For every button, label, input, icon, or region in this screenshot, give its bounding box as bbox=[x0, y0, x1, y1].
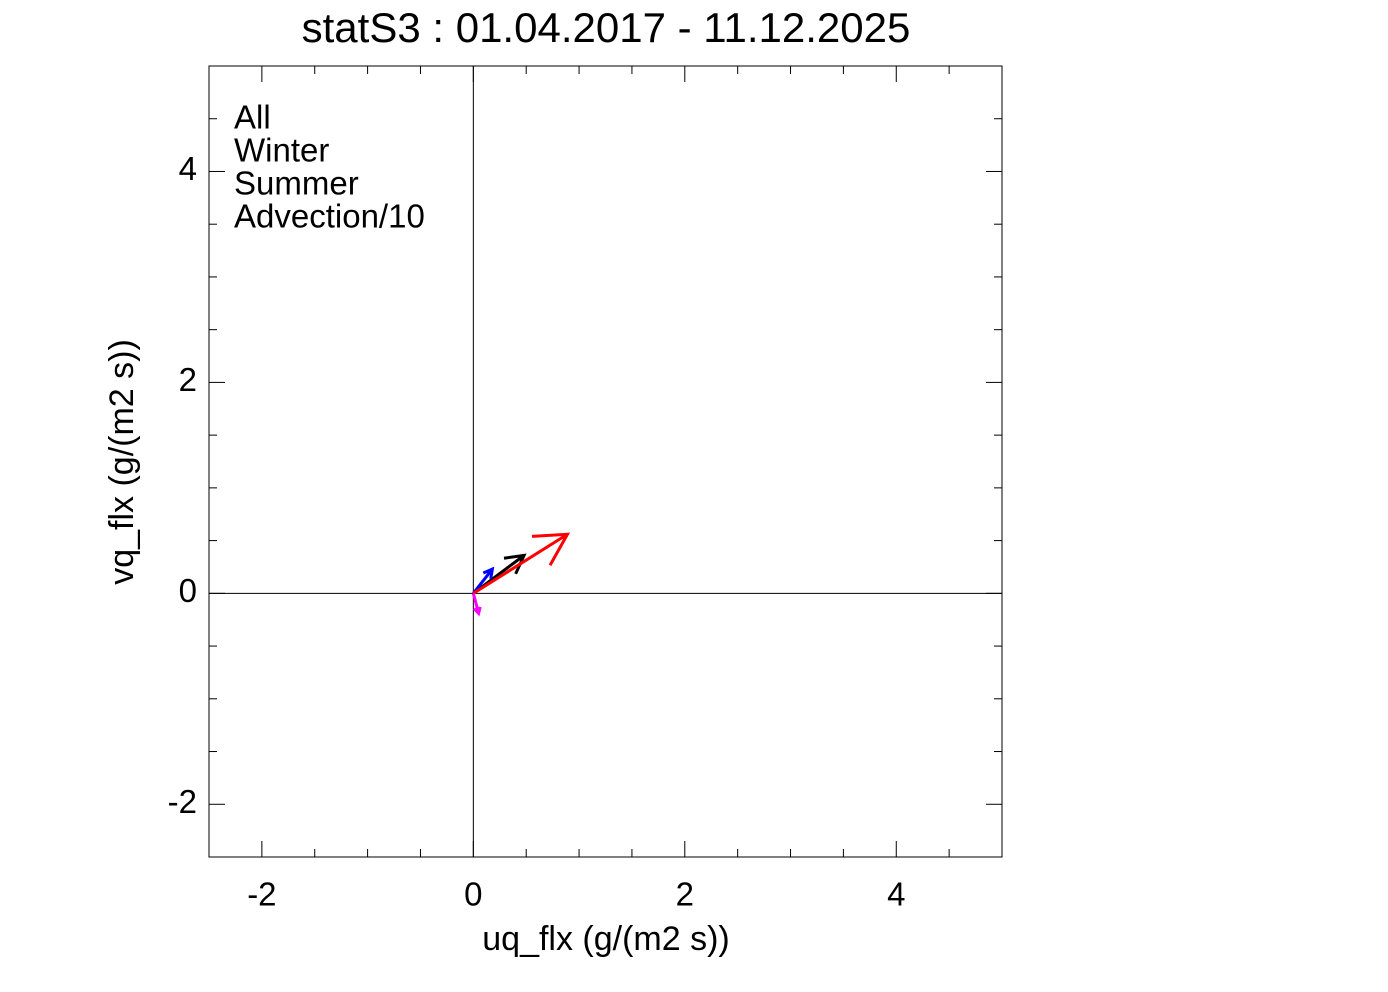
y-tick-label: 4 bbox=[179, 150, 197, 187]
x-tick-label: -2 bbox=[247, 876, 276, 913]
chart-title: statS3 : 01.04.2017 - 11.12.2025 bbox=[302, 4, 911, 51]
vector-arrow bbox=[472, 532, 571, 595]
legend-label: Advection/10 bbox=[234, 198, 425, 235]
y-tick-label: -2 bbox=[168, 783, 197, 820]
y-tick-label: 0 bbox=[179, 572, 197, 609]
legend-label: Winter bbox=[234, 132, 329, 169]
y-tick-label: 2 bbox=[179, 361, 197, 398]
y-axis-label: vq_flx (g/(m2 s)) bbox=[103, 339, 141, 585]
vector-arrow bbox=[471, 592, 482, 617]
x-axis-label: uq_flx (g/(m2 s)) bbox=[482, 920, 730, 958]
x-tick-label: 0 bbox=[464, 876, 482, 913]
x-tick-label: 4 bbox=[887, 876, 905, 913]
legend-label: Summer bbox=[234, 165, 359, 202]
plot-frame bbox=[208, 65, 1003, 858]
legend-label: All bbox=[234, 99, 271, 136]
x-tick-label: 2 bbox=[676, 876, 694, 913]
vector-arrow bbox=[472, 566, 495, 595]
